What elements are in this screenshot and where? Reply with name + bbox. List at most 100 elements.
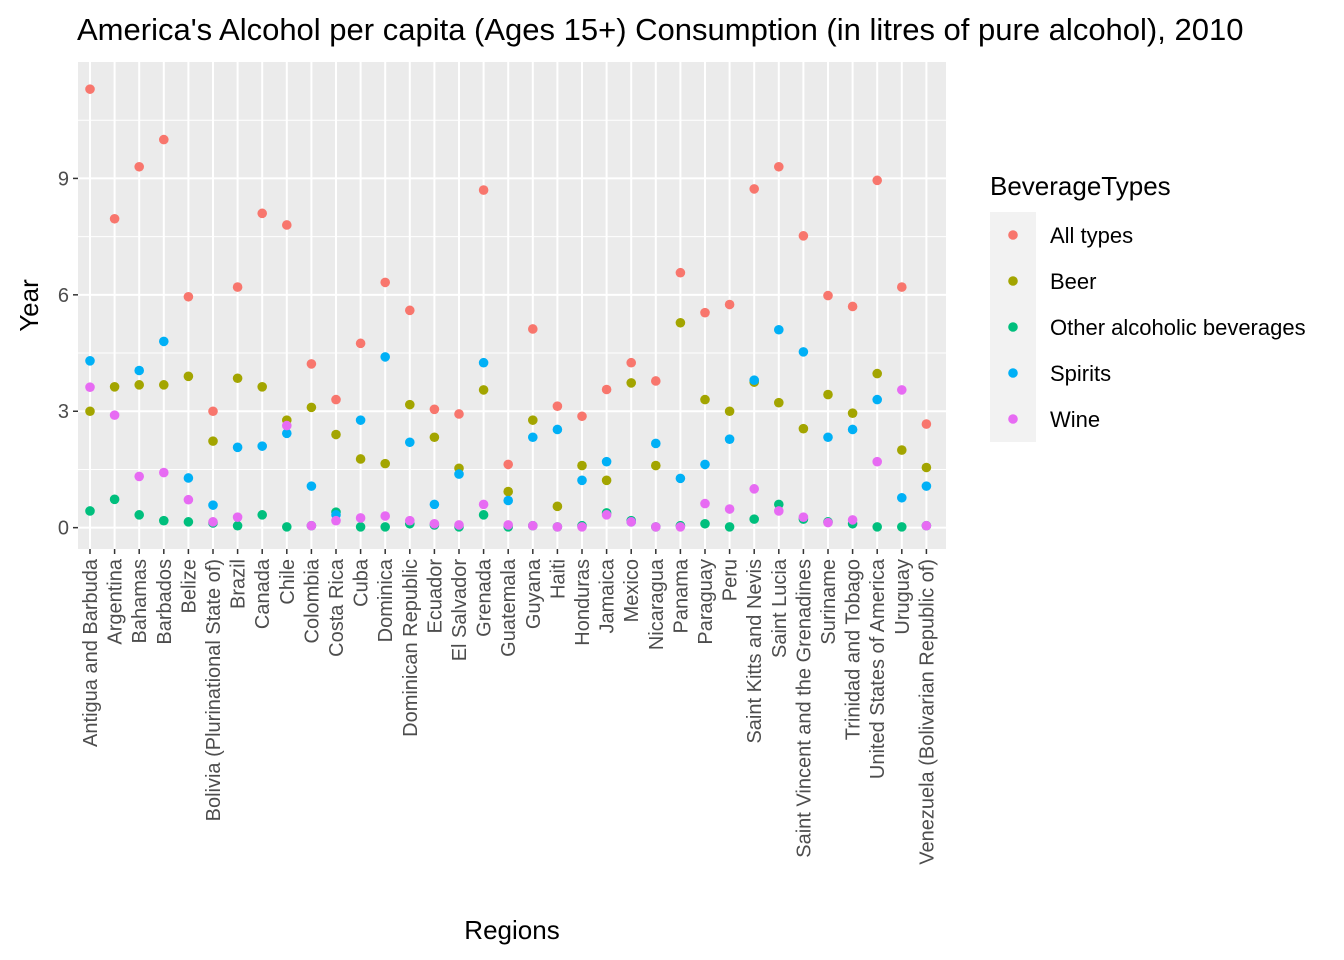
data-point	[282, 522, 292, 532]
data-point	[921, 462, 932, 473]
legend-items: All types Beer Other alcoholic beverages Sp…	[1008, 223, 1306, 432]
x-tick-label: Saint Kitts and Nevis	[744, 559, 766, 744]
data-point	[823, 517, 833, 528]
data-point	[232, 520, 243, 531]
data-point	[651, 522, 661, 532]
data-point	[921, 419, 932, 429]
x-tick-label: Guyana	[523, 558, 545, 629]
data-point	[85, 84, 95, 94]
data-point	[847, 424, 858, 435]
data-point	[306, 520, 317, 531]
data-point	[355, 415, 366, 425]
legend-title: BeverageTypes	[990, 171, 1171, 201]
data-point	[454, 409, 464, 419]
data-point	[159, 467, 169, 478]
data-point	[503, 486, 513, 497]
y-axis-title: Year	[14, 279, 44, 332]
y-tick-label: 3	[58, 401, 69, 423]
data-point	[159, 515, 169, 526]
data-point	[85, 506, 95, 516]
data-point	[405, 399, 415, 410]
x-tick-label: Costa Rica	[326, 558, 348, 657]
data-point	[823, 389, 833, 400]
data-point	[257, 208, 268, 219]
chart-title: America's Alcohol per capita (Ages 15+) …	[77, 12, 1243, 47]
x-tick-label: Grenada	[474, 558, 496, 637]
data-point	[724, 504, 735, 514]
x-tick-label: Venezuela (Bolivarian Republic of)	[916, 559, 938, 865]
data-point	[208, 406, 218, 417]
x-tick-label: Antigua and Barbuda	[80, 558, 102, 747]
x-tick-label: Nicaragua	[646, 558, 668, 650]
data-point	[355, 338, 366, 349]
data-point	[405, 437, 415, 448]
data-point	[85, 406, 95, 417]
x-tick-label: Dominican Republic	[400, 559, 422, 737]
data-point	[183, 473, 194, 483]
data-point	[774, 324, 784, 335]
data-point	[724, 522, 735, 532]
x-tick-label: Saint Vincent and the Grenadines	[793, 559, 815, 858]
legend-label: Spirits	[1050, 361, 1111, 386]
data-point	[798, 347, 809, 357]
data-point	[159, 336, 169, 347]
legend-key	[1008, 322, 1018, 332]
legend-label: Beer	[1050, 269, 1096, 294]
data-point	[208, 436, 218, 446]
data-point	[134, 161, 144, 172]
data-point	[208, 500, 218, 510]
data-point	[528, 415, 538, 425]
x-axis-title: Regions	[464, 915, 559, 945]
data-point	[626, 517, 636, 527]
x-tick-label: Ecuador	[424, 559, 446, 634]
data-point	[872, 394, 882, 405]
x-tick-label: Barbados	[154, 559, 176, 645]
x-tick-label: Belize	[178, 559, 200, 613]
data-point	[626, 357, 636, 368]
data-point	[183, 494, 194, 505]
data-point	[872, 522, 882, 532]
data-points	[85, 84, 932, 532]
data-point	[601, 510, 612, 520]
data-point	[503, 520, 513, 530]
data-point	[897, 385, 907, 395]
data-point	[503, 495, 513, 506]
data-point	[257, 510, 268, 520]
x-tick-label: United States of America	[867, 558, 889, 779]
data-point	[749, 184, 759, 194]
data-point	[847, 515, 858, 525]
x-tick-label: Chile	[277, 559, 299, 605]
data-point	[380, 522, 391, 532]
data-point	[109, 494, 120, 505]
data-point	[306, 359, 317, 369]
data-point	[798, 231, 809, 241]
data-point	[306, 402, 317, 413]
data-point	[675, 473, 686, 484]
data-point	[478, 510, 489, 520]
data-point	[651, 376, 661, 386]
data-point	[429, 499, 440, 510]
data-point	[749, 375, 759, 385]
data-point	[749, 484, 759, 494]
x-tick-label: Trinidad and Tobago	[843, 559, 865, 740]
data-point	[897, 522, 907, 532]
data-point	[85, 382, 95, 392]
data-point	[454, 469, 464, 479]
data-point	[601, 475, 612, 486]
data-point	[626, 378, 636, 388]
data-point	[109, 410, 120, 420]
legend-label: Wine	[1050, 407, 1100, 432]
data-point	[872, 368, 882, 379]
data-point	[257, 441, 268, 451]
data-point	[478, 499, 489, 510]
data-point	[675, 522, 686, 532]
data-point	[577, 475, 587, 486]
x-tick-label: Paraguay	[695, 559, 717, 645]
data-point	[478, 357, 489, 368]
data-point	[159, 380, 169, 390]
data-point	[872, 456, 882, 467]
x-tick-label: Argentina	[105, 558, 127, 644]
x-tick-label: Cuba	[351, 558, 373, 607]
data-point	[601, 456, 612, 467]
legend-key	[1008, 414, 1018, 424]
